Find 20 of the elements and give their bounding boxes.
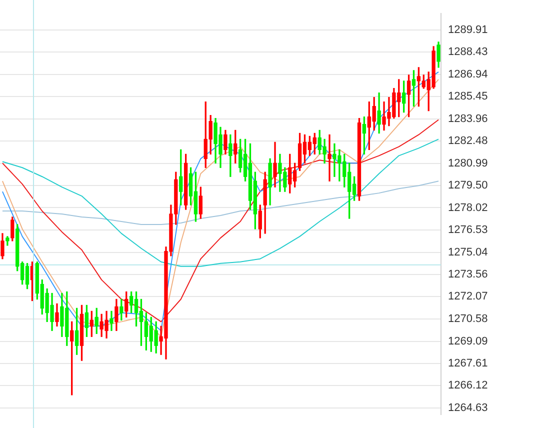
y-tick-label: 1264.63 — [448, 402, 488, 414]
y-tick-label: 1280.99 — [448, 157, 488, 170]
y-tick-label: 1273.56 — [448, 268, 488, 280]
y-tick-label: 1266.12 — [448, 380, 488, 392]
y-tick-label: 1279.50 — [448, 180, 488, 192]
y-tick-label: 1283.96 — [448, 112, 488, 125]
y-tick-label: 1286.94 — [448, 68, 488, 80]
y-tick-label: 1282.48 — [448, 135, 488, 148]
y-tick-label: 1276.53 — [448, 224, 488, 236]
y-tick-label: 1267.61 — [448, 357, 488, 370]
y-tick-label: 1289.91 — [448, 24, 488, 36]
y-tick-label: 1285.45 — [448, 90, 488, 103]
y-tick-label: 1275.04 — [448, 246, 488, 258]
candlestick — [110, 310, 114, 331]
y-tick-label: 1272.07 — [448, 290, 488, 303]
candlestick — [328, 134, 332, 182]
y-tick-label: 1278.02 — [448, 202, 488, 214]
y-tick-label: 1270.58 — [448, 313, 488, 326]
y-tick-label: 1269.09 — [448, 335, 488, 348]
y-tick-label: 1288.43 — [448, 46, 488, 58]
